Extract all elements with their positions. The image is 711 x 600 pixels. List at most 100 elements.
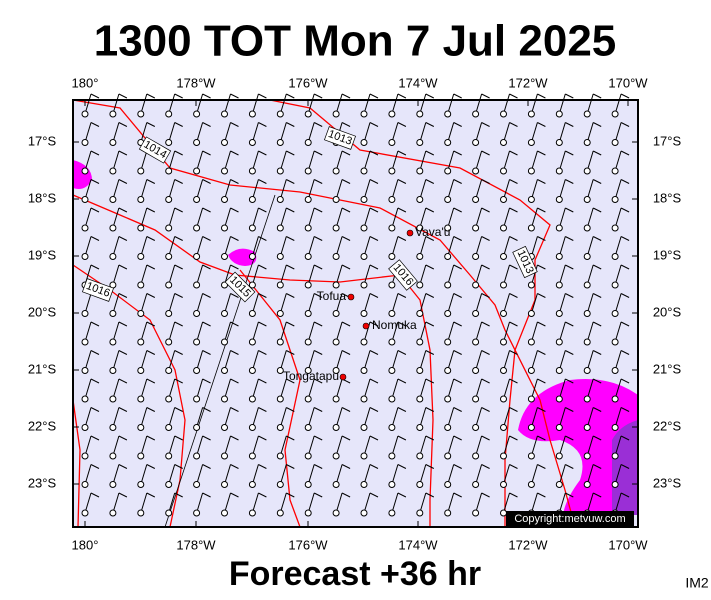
barb-flag [509, 150, 518, 156]
wind-barb [221, 236, 239, 260]
wind-barb [527, 150, 546, 175]
barb-flag [230, 492, 239, 498]
barb-station [81, 139, 89, 146]
barb-flag [620, 321, 630, 327]
barb-station [109, 481, 117, 488]
barb-station [500, 310, 507, 317]
wind-barb [472, 93, 490, 118]
barb-flag [202, 179, 211, 184]
wind-barb [276, 350, 295, 374]
barb-station [583, 224, 591, 232]
barb-flag [286, 264, 295, 270]
barb-station [137, 196, 145, 203]
lat-label: 22°S [28, 418, 57, 433]
barb-station [500, 367, 507, 374]
barb-station [137, 509, 145, 517]
wind-barb [81, 464, 100, 488]
wind-barb [193, 122, 211, 146]
place-dot [347, 293, 355, 301]
barb-station [472, 224, 480, 232]
barb-station [360, 110, 368, 118]
barb-flag [118, 264, 128, 270]
barb-station [221, 395, 228, 403]
wind-barb [555, 122, 574, 146]
barb-station [193, 481, 201, 488]
wind-barb [304, 236, 323, 260]
lat-label: 21°S [28, 361, 57, 376]
barb-station [555, 367, 563, 374]
wind-barb [165, 150, 183, 175]
barb-flag [146, 236, 156, 241]
wind-barb [527, 293, 546, 317]
wind-barb [276, 293, 295, 317]
wind-barb [555, 207, 574, 232]
barb-flag [565, 179, 574, 184]
barb-flag [620, 492, 630, 498]
barb-station [81, 424, 89, 431]
barb-station [583, 139, 591, 146]
wind-barb [165, 179, 183, 203]
wind-barb [583, 378, 602, 403]
wind-barb [193, 293, 211, 317]
barb-flag [313, 350, 323, 355]
wind-barb [165, 264, 183, 289]
wind-barb [165, 93, 183, 118]
barb-flag [90, 122, 100, 127]
barb-station [304, 196, 312, 203]
barb-flag [620, 236, 630, 241]
barb-station [193, 367, 201, 374]
wind-barb [416, 435, 435, 460]
barb-flag [592, 435, 602, 441]
barb-station [360, 509, 368, 517]
barb-station [388, 367, 396, 374]
barb-station [109, 310, 117, 317]
barb-flag [453, 264, 462, 270]
barb-station [304, 367, 312, 374]
barb-flag [397, 492, 407, 498]
barb-station [360, 424, 368, 431]
barb-station [276, 452, 284, 460]
wind-barb [165, 350, 183, 374]
barb-station [81, 481, 89, 488]
wind-barb [444, 378, 462, 403]
barb-flag [481, 407, 490, 412]
barb-station [583, 338, 591, 346]
wind-barb [472, 407, 490, 431]
barb-station [109, 452, 117, 460]
wind-barb [472, 264, 490, 289]
barb-flag [90, 207, 100, 213]
barb-flag [537, 407, 546, 412]
barb-flag [509, 179, 518, 184]
barb-flag [202, 122, 211, 127]
wind-barb [583, 150, 602, 175]
barb-station [165, 310, 173, 317]
wind-barb [332, 350, 351, 374]
wind-barb [500, 122, 518, 146]
wind-barb [248, 122, 267, 146]
wind-barb [555, 150, 574, 175]
wind-barb [555, 264, 574, 289]
barb-station [388, 452, 396, 460]
wind-barb [248, 350, 267, 374]
wind-barb [193, 179, 211, 203]
wind-barb [444, 207, 462, 232]
wind-barb [332, 264, 351, 289]
wind-barb [221, 492, 239, 517]
barb-flag [258, 179, 267, 184]
wind-barb [165, 435, 183, 460]
barb-station [416, 338, 424, 346]
wind-barb [81, 492, 100, 517]
barb-station [500, 139, 507, 146]
wind-barb [221, 93, 239, 118]
barb-station [193, 196, 201, 203]
barb-station [611, 281, 619, 289]
wind-barb [360, 179, 379, 203]
barb-flag [592, 321, 602, 327]
wind-barb [444, 435, 462, 460]
barb-flag [537, 236, 546, 241]
barb-station [416, 424, 424, 431]
barb-flag [453, 122, 462, 127]
wind-barb [109, 207, 128, 232]
barb-flag [397, 407, 407, 412]
